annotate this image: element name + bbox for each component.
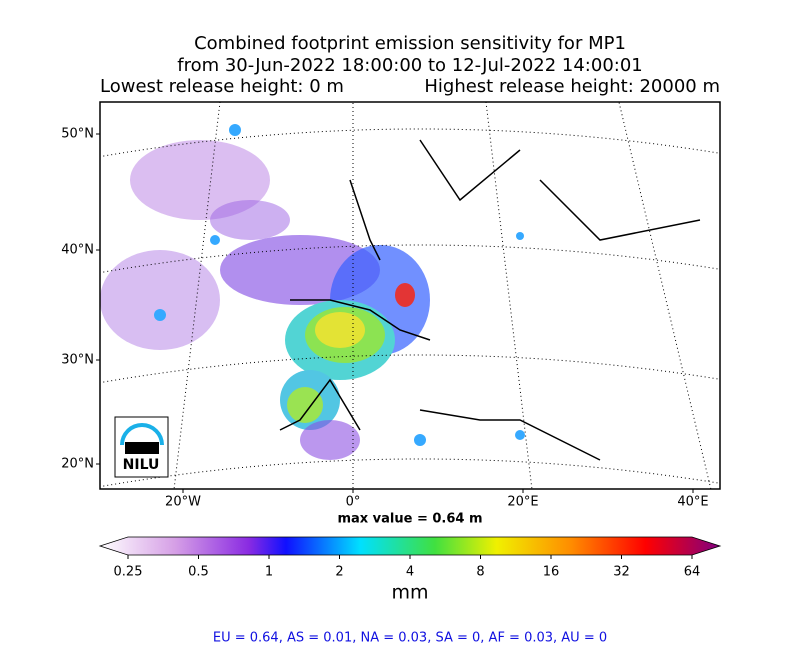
- map: [100, 102, 720, 489]
- lon-tick-label: 40°E: [677, 495, 708, 510]
- lon-tick-label: 20°E: [507, 495, 538, 510]
- colorbar-tick-label: 1: [265, 565, 273, 580]
- colorbar-tick-label: 64: [684, 565, 701, 580]
- lowest-height: Lowest release height: 0 m: [100, 76, 344, 97]
- plume: [100, 124, 525, 460]
- colorbar-tick-label: 16: [543, 565, 560, 580]
- colorbar-tick-label: 32: [613, 565, 630, 580]
- title-line: from 30-Jun-2022 18:00:00 to 12-Jul-2022…: [177, 55, 643, 76]
- max-value: max value = 0.64 m: [337, 512, 482, 527]
- parallel: [100, 128, 720, 158]
- map-frame: [99, 101, 721, 490]
- region-stats: EU = 0.64, AS = 0.01, NA = 0.03, SA = 0,…: [213, 631, 607, 646]
- coastline: [279, 139, 701, 461]
- lat-tick-label: 40°N: [61, 243, 94, 258]
- parallel: [100, 244, 720, 274]
- colorbar-tick-label: 2: [335, 565, 343, 580]
- meridian: [618, 102, 712, 489]
- meridian: [485, 102, 533, 489]
- lat-tick-label: 20°N: [61, 457, 94, 472]
- highest-height: Highest release height: 20000 m: [424, 76, 720, 97]
- logo: NILU: [114, 416, 169, 478]
- lon-tick-label: 20°W: [165, 495, 201, 510]
- parallel: [100, 354, 720, 384]
- parallel: [100, 458, 720, 488]
- colorbar-tick-label: 0.25: [114, 565, 143, 580]
- colorbar: [98, 536, 722, 556]
- colorbar-tick-label: 0.5: [188, 565, 209, 580]
- logo-text: NILU: [123, 457, 160, 473]
- lat-tick-label: 50°N: [61, 127, 94, 142]
- colorbar-tick-label: 4: [406, 565, 414, 580]
- colorbar-unit: mm: [391, 582, 428, 604]
- lat-tick-label: 30°N: [61, 353, 94, 368]
- lon-tick-label: 0°: [346, 495, 361, 510]
- title-line: Combined footprint emission sensitivity …: [194, 33, 626, 54]
- colorbar-tick-label: 8: [476, 565, 484, 580]
